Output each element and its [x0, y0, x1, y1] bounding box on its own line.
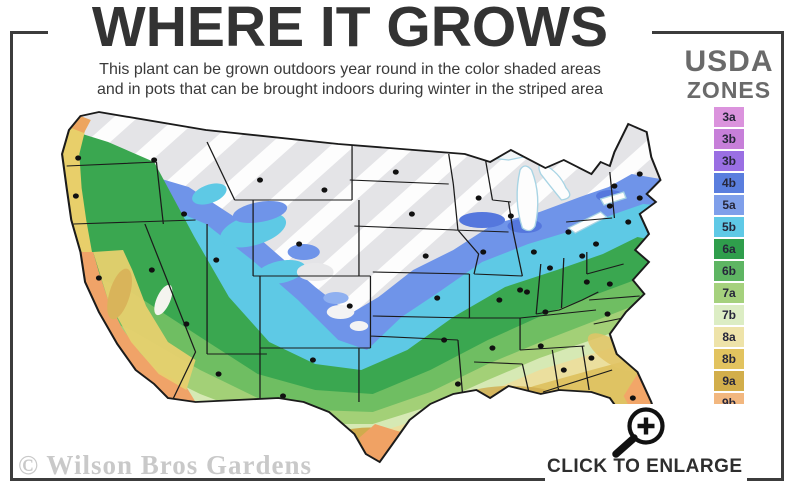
central-valley-gold	[107, 268, 132, 320]
legend-zone-chip-3b-1: 3b	[714, 129, 744, 149]
legend-zone-chip-4b-3: 4b	[714, 173, 744, 193]
legend-zone-chip-7a-8: 7a	[714, 283, 744, 303]
legend-zone-chip-6b-7: 6b	[714, 261, 744, 281]
nw-coast-yellow-strip	[62, 116, 92, 252]
legend-title-zones: ZONES	[686, 77, 772, 103]
south-texas-orange	[358, 424, 401, 462]
sierra-white-patch	[154, 284, 173, 316]
legend-zone-chip-5a-4: 5a	[714, 195, 744, 215]
rockies-patches	[192, 183, 369, 331]
subtitle-line-1: This plant can be grown outdoors year ro…	[99, 61, 601, 78]
subtitle-line-2: and in pots that can be brought indoors …	[96, 80, 604, 98]
click-to-enlarge-button[interactable]: CLICK TO ENLARGE	[545, 404, 747, 492]
usda-zones-legend: USDA ZONES 3a3b3b4b5a5b6a6b7a7b8a8b9a9b1…	[662, 46, 796, 459]
legend-zone-chip-6a-6: 6a	[714, 239, 744, 259]
page-title-box: WHERE IT GROWS	[48, 0, 652, 60]
wa-coast-orange-tip	[71, 116, 91, 133]
click-to-enlarge-label[interactable]: CLICK TO ENLARGE	[547, 456, 743, 477]
legend-zone-chip-8b-11: 8b	[714, 349, 744, 369]
legend-zone-chip-9a-12: 9a	[714, 371, 744, 391]
legend-zone-chip-7b-9: 7b	[714, 305, 744, 325]
legend-title-usda: USDA	[684, 45, 774, 78]
subtitle: This plant can be grown outdoors year ro…	[40, 60, 660, 99]
legend-zone-chip-8a-10: 8a	[714, 327, 744, 347]
state-borders	[66, 141, 640, 402]
legend-zone-chip-5b-5: 5b	[714, 217, 744, 237]
watermark: © Wilson Bros Gardens	[18, 450, 312, 480]
us-map-svg[interactable]	[0, 102, 718, 482]
page-title: WHERE IT GROWS	[91, 0, 609, 59]
legend-zone-chip-3b-2: 3b	[714, 151, 744, 171]
magnifier-plus-icon[interactable]	[600, 404, 670, 462]
legend-zone-chip-3a-0: 3a	[714, 107, 744, 127]
usda-zone-map[interactable]	[0, 102, 718, 482]
